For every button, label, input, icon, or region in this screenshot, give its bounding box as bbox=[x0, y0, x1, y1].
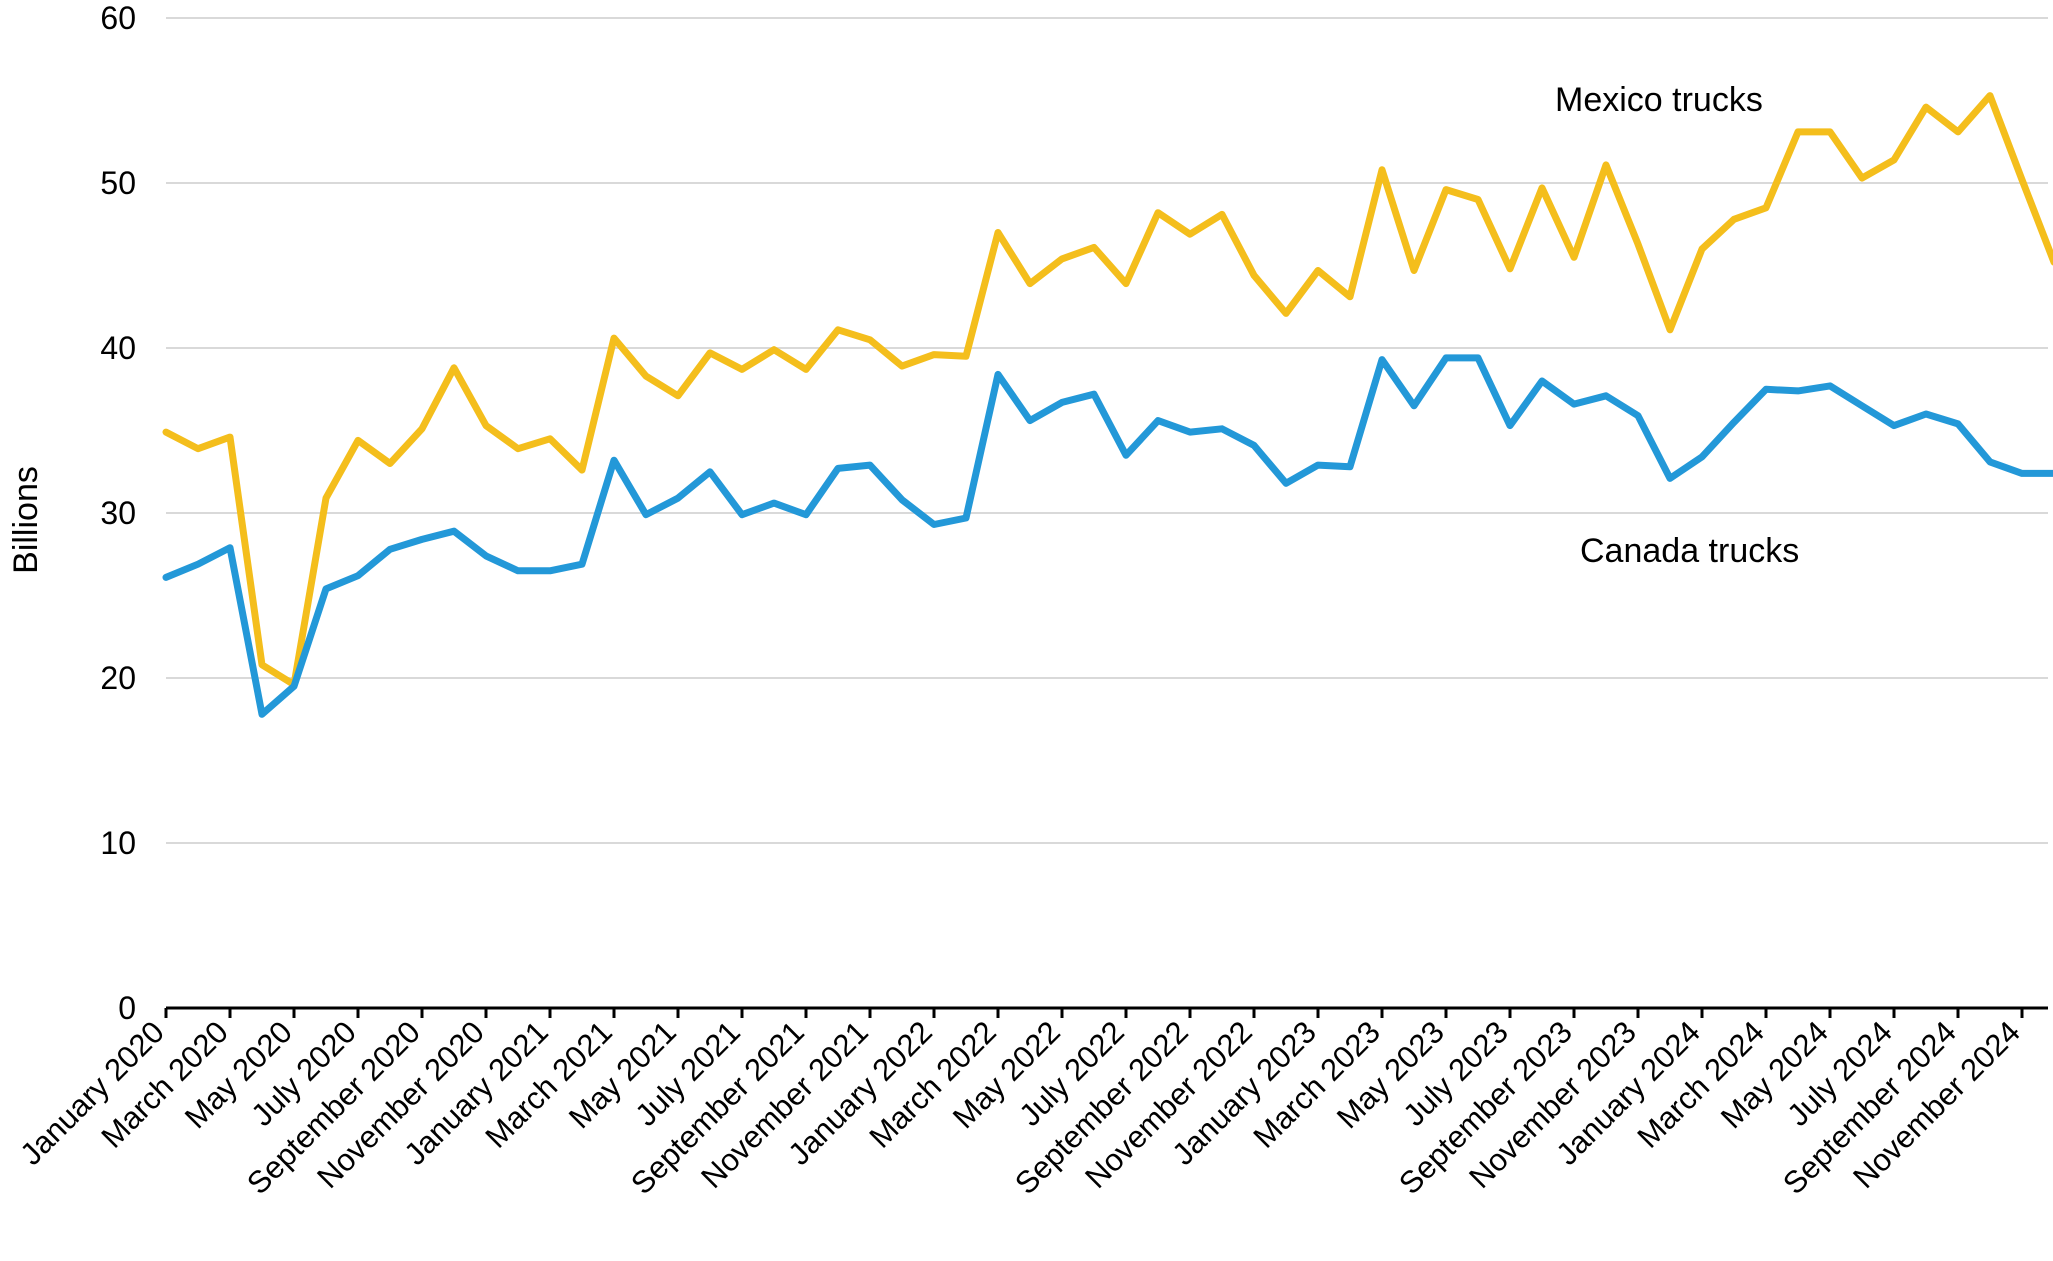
y-axis-ticks: 0 10 20 30 40 50 60 bbox=[100, 0, 136, 1026]
y-tick-label: 30 bbox=[100, 495, 136, 531]
series-label-mexico-trucks: Mexico trucks bbox=[1555, 81, 1763, 119]
series-line-mexico-trucks bbox=[162, 92, 2053, 689]
gridlines bbox=[166, 17, 2048, 844]
series-line-canada-trucks bbox=[162, 354, 2053, 718]
y-tick-label: 40 bbox=[100, 330, 136, 366]
y-tick-label: 60 bbox=[100, 0, 136, 36]
y-tick-label: 50 bbox=[100, 165, 136, 201]
y-tick-label: 0 bbox=[118, 990, 136, 1026]
series-lines bbox=[162, 92, 2053, 718]
y-tick-label: 20 bbox=[100, 660, 136, 696]
series-label-canada-trucks: Canada trucks bbox=[1580, 532, 1799, 570]
y-tick-label: 10 bbox=[100, 825, 136, 861]
y-axis-title: Billions bbox=[7, 466, 45, 574]
